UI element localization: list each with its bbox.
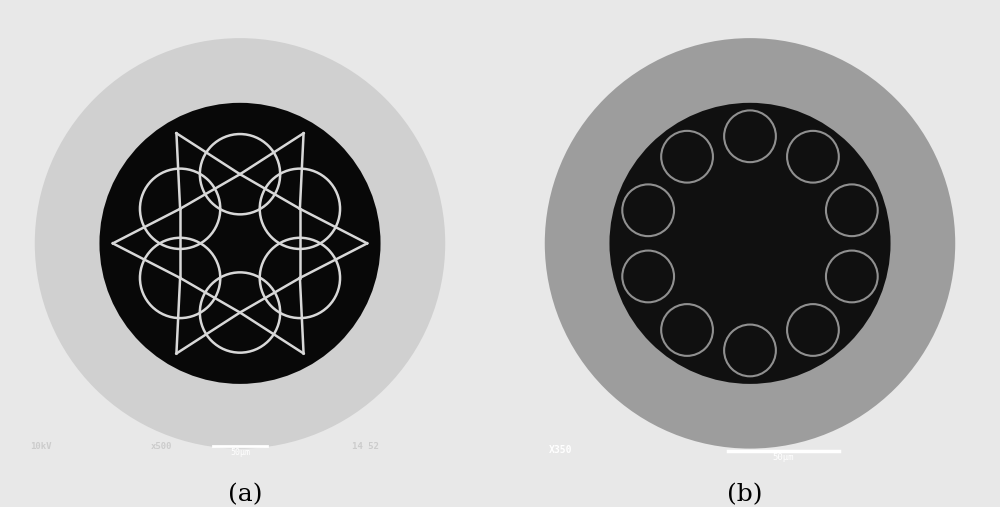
Text: (b): (b) <box>727 483 763 506</box>
Circle shape <box>545 38 955 449</box>
Text: X350: X350 <box>549 445 573 455</box>
Text: 50μm: 50μm <box>773 453 794 462</box>
Text: 50μm: 50μm <box>230 448 250 457</box>
Circle shape <box>826 250 878 302</box>
Circle shape <box>622 250 674 302</box>
Circle shape <box>609 103 891 384</box>
Circle shape <box>724 324 776 376</box>
Text: 14 52: 14 52 <box>352 442 378 451</box>
Circle shape <box>35 38 445 449</box>
Circle shape <box>787 304 839 356</box>
Circle shape <box>622 185 674 236</box>
Text: (a): (a) <box>228 483 262 506</box>
Circle shape <box>826 185 878 236</box>
Circle shape <box>661 131 713 183</box>
Text: x500: x500 <box>151 442 172 451</box>
Circle shape <box>787 131 839 183</box>
Circle shape <box>724 111 776 162</box>
Circle shape <box>661 304 713 356</box>
Circle shape <box>99 103 381 384</box>
Text: 10kV: 10kV <box>30 442 52 451</box>
